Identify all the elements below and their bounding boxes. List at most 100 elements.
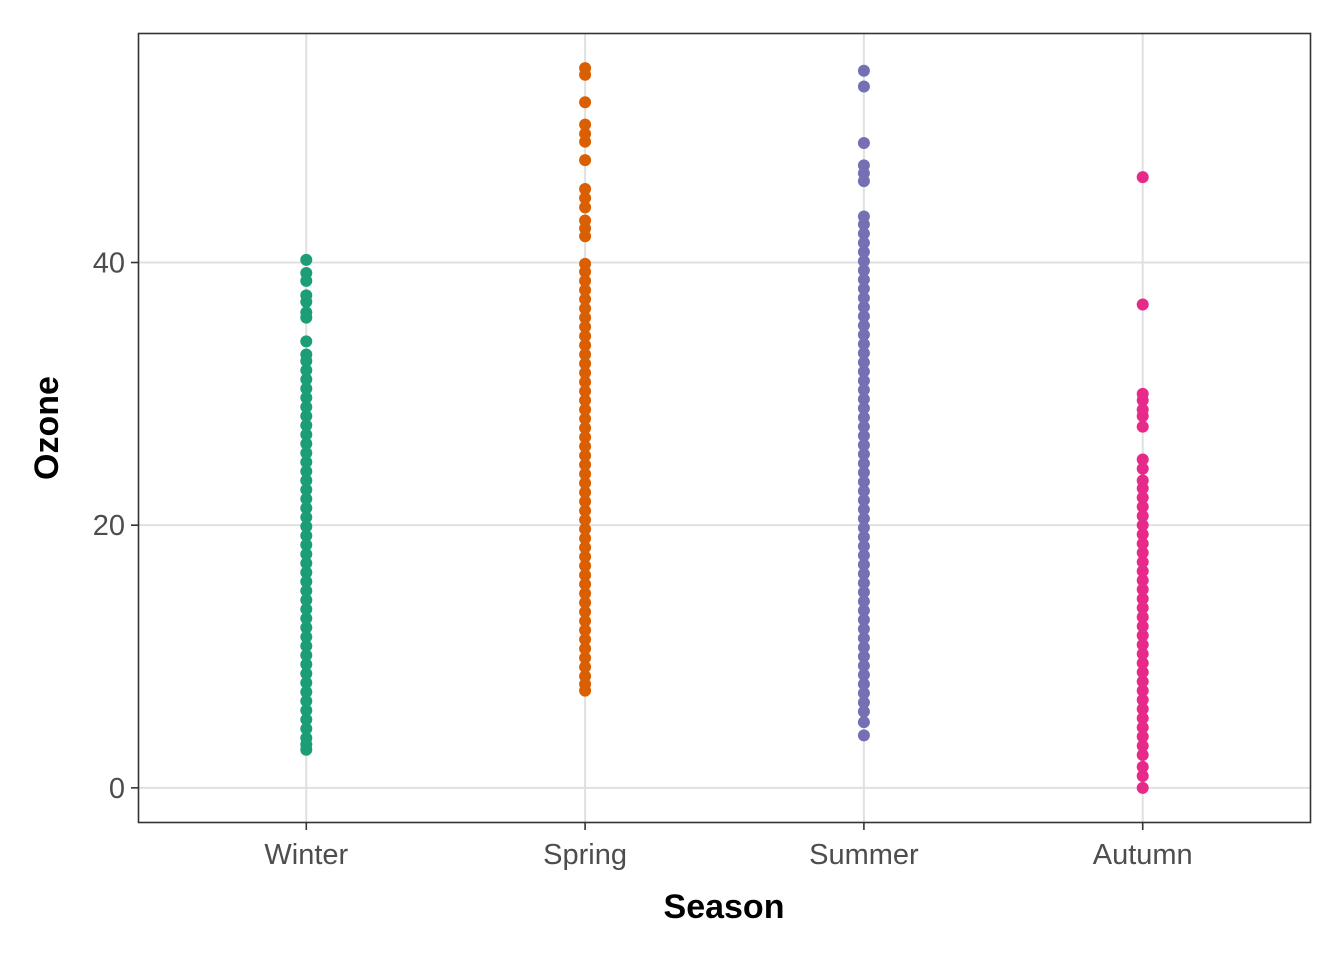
- data-point: [300, 511, 313, 524]
- y-tick-label: 20: [93, 510, 125, 542]
- data-point: [300, 603, 313, 616]
- x-tick-label: Summer: [809, 839, 919, 871]
- data-point: [857, 236, 870, 249]
- data-point: [857, 650, 870, 663]
- data-point: [1136, 583, 1149, 596]
- data-point: [300, 704, 313, 717]
- data-point: [857, 429, 870, 442]
- data-point: [1136, 403, 1149, 416]
- data-point: [579, 449, 592, 462]
- data-point: [579, 624, 592, 637]
- data-point: [300, 289, 313, 302]
- data-point: [1136, 565, 1149, 578]
- data-point: [857, 159, 870, 172]
- data-point: [579, 651, 592, 664]
- data-point: [857, 393, 870, 406]
- data-point: [579, 532, 592, 545]
- data-point: [579, 477, 592, 490]
- data-point: [857, 301, 870, 314]
- data-point: [1136, 574, 1149, 587]
- data-point: [300, 557, 313, 570]
- data-point: [1136, 611, 1149, 624]
- data-point: [579, 118, 592, 131]
- data-point: [579, 330, 592, 343]
- x-tick-label: Autumn: [1093, 839, 1193, 871]
- data-point: [300, 713, 313, 726]
- data-point: [1136, 675, 1149, 688]
- data-point: [1136, 703, 1149, 716]
- data-point: [857, 485, 870, 498]
- data-point: [579, 311, 592, 324]
- data-point: [857, 365, 870, 378]
- data-point: [579, 440, 592, 453]
- data-point: [579, 214, 592, 227]
- data-point: [579, 495, 592, 508]
- data-point: [857, 540, 870, 553]
- data-point: [857, 503, 870, 516]
- data-point: [579, 357, 592, 370]
- data-point: [857, 383, 870, 396]
- data-point: [857, 310, 870, 323]
- data-point: [1136, 519, 1149, 532]
- data-point: [300, 419, 313, 432]
- data-point: [579, 257, 592, 270]
- data-point: [300, 437, 313, 450]
- data-point: [300, 695, 313, 708]
- data-point: [1136, 592, 1149, 605]
- data-point: [300, 630, 313, 643]
- data-point: [1136, 453, 1149, 466]
- data-point: [300, 373, 313, 386]
- data-point: [857, 512, 870, 525]
- data-point: [1136, 760, 1149, 773]
- y-tick-label: 0: [109, 773, 125, 805]
- data-point: [857, 227, 870, 240]
- data-point: [857, 210, 870, 223]
- data-point: [1136, 721, 1149, 734]
- data-point: [857, 291, 870, 304]
- x-tick-label: Winter: [264, 839, 348, 871]
- data-point: [1136, 555, 1149, 568]
- data-point: [579, 523, 592, 536]
- data-point: [300, 640, 313, 653]
- data-point: [300, 584, 313, 597]
- series-summer: [857, 64, 870, 742]
- data-point: [579, 302, 592, 315]
- data-point: [300, 667, 313, 680]
- data-point: [300, 529, 313, 542]
- data-point: [1136, 684, 1149, 697]
- data-point: [300, 538, 313, 551]
- data-point: [579, 458, 592, 471]
- data-point: [857, 420, 870, 433]
- data-point: [300, 492, 313, 505]
- data-point: [857, 475, 870, 488]
- data-point: [857, 576, 870, 589]
- data-point: [1136, 420, 1149, 433]
- data-point: [857, 678, 870, 691]
- data-point: [579, 339, 592, 352]
- data-point: [1136, 620, 1149, 633]
- data-point: [857, 531, 870, 544]
- data-point: [579, 633, 592, 646]
- data-point: [1136, 693, 1149, 706]
- data-point: [579, 559, 592, 572]
- data-point: [579, 504, 592, 517]
- data-point: [300, 446, 313, 459]
- data-point: [300, 502, 313, 515]
- data-point: [857, 687, 870, 700]
- data-point: [857, 466, 870, 479]
- data-point: [300, 253, 313, 266]
- data-point: [1136, 647, 1149, 660]
- data-point: [857, 282, 870, 295]
- data-point: [579, 596, 592, 609]
- data-point: [857, 567, 870, 580]
- data-point: [579, 541, 592, 554]
- data-point: [1136, 528, 1149, 541]
- data-point: [579, 467, 592, 480]
- data-point: [579, 127, 592, 140]
- data-point: [1136, 657, 1149, 670]
- data-point: [857, 402, 870, 415]
- data-point: [1136, 171, 1149, 184]
- data-point: [1136, 638, 1149, 651]
- data-point: [300, 685, 313, 698]
